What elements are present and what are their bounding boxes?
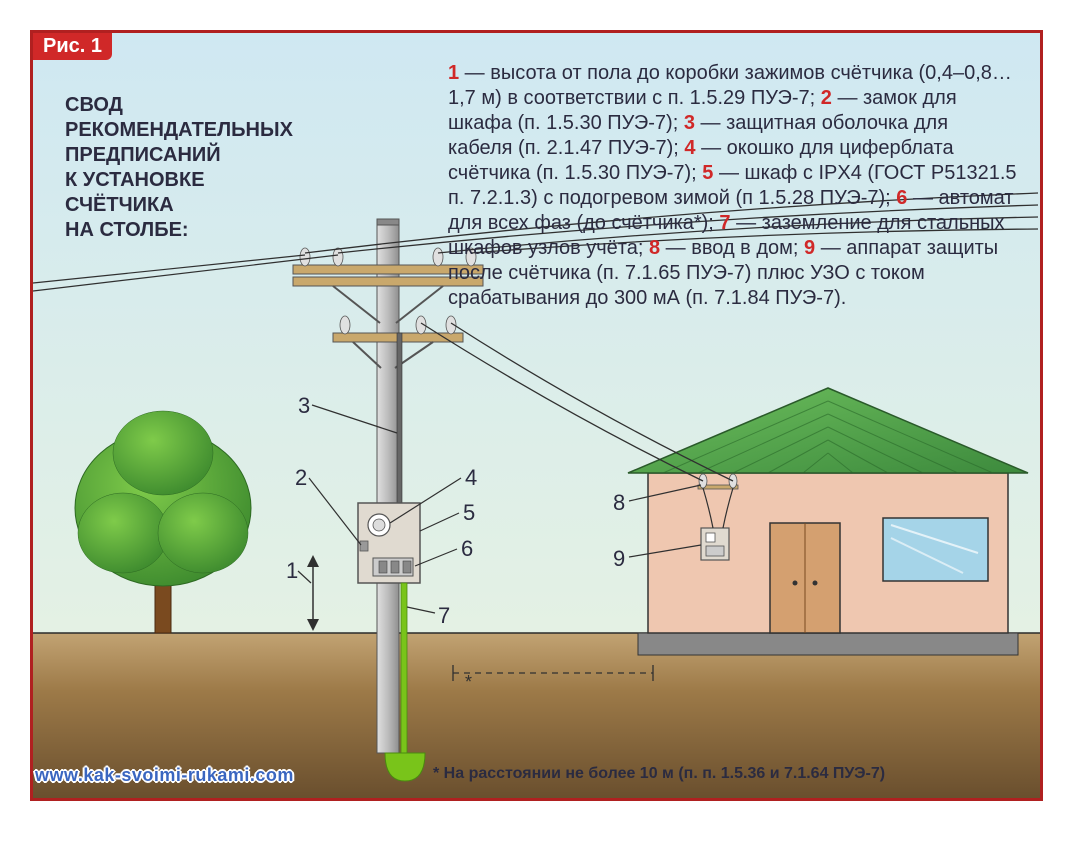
legend-num: 4 bbox=[684, 137, 695, 159]
title-line: ПРЕДПИСАНИЙ bbox=[65, 144, 221, 166]
footnote: * На расстоянии не более 10 м (п. п. 1.5… bbox=[433, 765, 885, 783]
callout-9: 9 bbox=[613, 546, 625, 572]
legend-num: 3 bbox=[684, 112, 695, 134]
title-line: НА СТОЛБЕ: bbox=[65, 219, 189, 241]
legend: 1 — высота от пола до коробки зажимов сч… bbox=[448, 61, 1018, 311]
callout-2: 2 bbox=[295, 465, 307, 491]
legend-num: 8 bbox=[649, 237, 660, 259]
title-line: СВОД bbox=[65, 94, 123, 116]
callout-5: 5 bbox=[463, 500, 475, 526]
svg-text:*: * bbox=[465, 672, 472, 692]
title-line: К УСТАНОВКЕ bbox=[65, 169, 205, 191]
cable-on-pole bbox=[397, 333, 402, 503]
meter-cabinet bbox=[358, 503, 420, 583]
cabinet-lock bbox=[360, 541, 368, 551]
watermark: www.kak-svoimi-rukami.com bbox=[35, 765, 294, 786]
callout-4: 4 bbox=[465, 465, 477, 491]
title-line: СЧЁТЧИКА bbox=[65, 194, 174, 216]
legend-num: 6 bbox=[896, 187, 907, 209]
legend-num: 7 bbox=[719, 212, 730, 234]
legend-num: 5 bbox=[702, 162, 713, 184]
pole bbox=[377, 219, 399, 753]
figure-badge: Рис. 1 bbox=[33, 33, 112, 60]
callout-1: 1 bbox=[286, 558, 298, 584]
figure-frame: * Рис. 1 bbox=[30, 30, 1043, 801]
callout-3: 3 bbox=[298, 393, 310, 419]
callout-8: 8 bbox=[613, 490, 625, 516]
figure-title: СВОД РЕКОМЕНДАТЕЛЬНЫХ ПРЕДПИСАНИЙ К УСТА… bbox=[65, 93, 395, 243]
legend-num: 9 bbox=[804, 237, 815, 259]
legend-text: ввод в дом; bbox=[691, 237, 798, 259]
legend-num: 2 bbox=[821, 87, 832, 109]
legend-num: 1 bbox=[448, 62, 459, 84]
callout-6: 6 bbox=[461, 536, 473, 562]
callout-7: 7 bbox=[438, 603, 450, 629]
title-line: РЕКОМЕНДАТЕЛЬНЫХ bbox=[65, 119, 293, 141]
